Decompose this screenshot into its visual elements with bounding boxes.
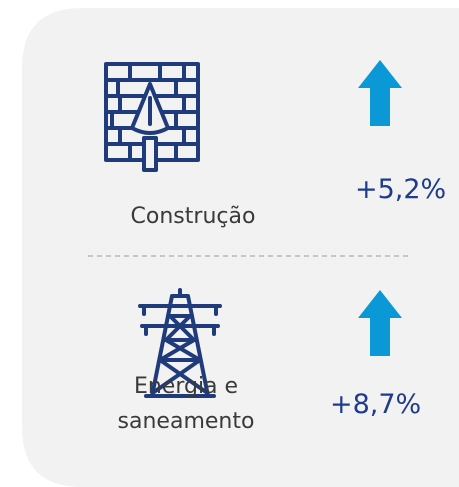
construction-icon [104, 62, 200, 172]
item-label: Energia e [134, 374, 238, 399]
item-change: +8,7% [330, 389, 421, 420]
up-arrow [358, 60, 402, 126]
item-label: saneamento [118, 409, 255, 434]
energy-icon [138, 288, 222, 398]
up-arrow [358, 290, 402, 356]
item-change: +5,2% [355, 174, 446, 205]
item-label: Construção [131, 204, 256, 229]
